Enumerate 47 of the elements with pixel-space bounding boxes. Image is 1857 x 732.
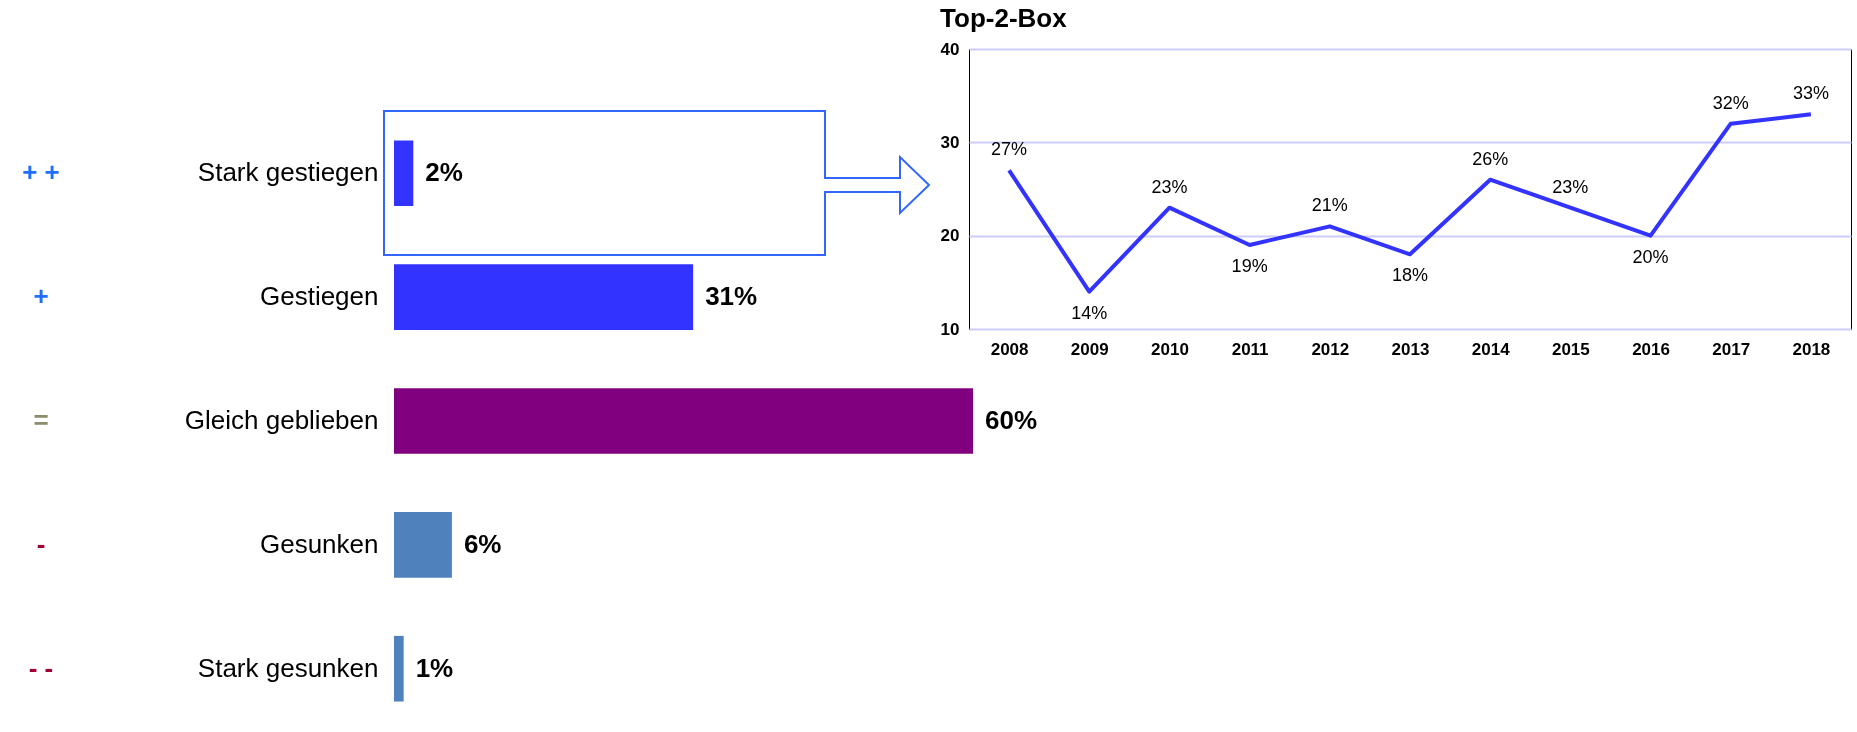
data-label: 14% (1071, 302, 1108, 323)
text: - - (28, 652, 54, 683)
x-tick-label: 2014 (1471, 339, 1511, 359)
bar (394, 140, 414, 207)
x-tick-label: 2011 (1231, 339, 1269, 359)
x-tick-label: 2018 (1792, 339, 1831, 359)
data-label: 18% (1391, 265, 1429, 286)
x-tick-label: 2009 (1070, 339, 1109, 359)
x-tick-label: 2016 (1632, 339, 1670, 359)
y-tick-label: Gesunken (259, 528, 379, 559)
y-tick-label: 10 (940, 319, 960, 339)
bar (394, 388, 973, 454)
y-tick-label: 40 (940, 39, 960, 59)
data-label: 32% (1712, 92, 1749, 113)
data-label: 1% (415, 652, 454, 683)
x-tick-label: 2008 (990, 339, 1029, 359)
data-label: 60% (985, 405, 1038, 435)
text: + (33, 281, 49, 312)
text: = (33, 405, 49, 435)
data-label: 31% (705, 281, 758, 312)
x-tick-label: 2012 (1311, 339, 1350, 359)
data-label: 23% (1151, 176, 1188, 197)
chart-title: Top-2-Box (940, 3, 1068, 33)
bar (394, 635, 404, 702)
data-label: 26% (1472, 148, 1509, 169)
text: - (36, 528, 46, 559)
bar (394, 264, 694, 330)
data-label: 33% (1792, 83, 1829, 104)
data-label: 19% (1231, 256, 1268, 276)
text: + + (22, 157, 60, 188)
data-label: 27% (991, 139, 1028, 160)
x-tick-label: 2017 (1712, 339, 1751, 359)
data-label: 20% (1632, 246, 1669, 267)
data-label: 6% (463, 528, 502, 559)
y-tick-label: Stark gesunken (197, 652, 379, 683)
data-label: 23% (1552, 176, 1589, 197)
y-tick-label: Gleich geblieben (184, 405, 379, 435)
y-tick-label: Stark gestiegen (197, 157, 379, 188)
data-label: 2% (425, 157, 463, 188)
data-label: 21% (1311, 195, 1348, 216)
x-tick-label: 2013 (1391, 339, 1430, 359)
y-tick-label: Gestiegen (259, 281, 379, 312)
x-tick-label: 2010 (1151, 339, 1189, 359)
x-tick-label: 2015 (1551, 339, 1590, 359)
y-tick-label: 30 (940, 132, 960, 152)
bar (394, 512, 452, 578)
y-tick-label: 20 (940, 226, 960, 246)
